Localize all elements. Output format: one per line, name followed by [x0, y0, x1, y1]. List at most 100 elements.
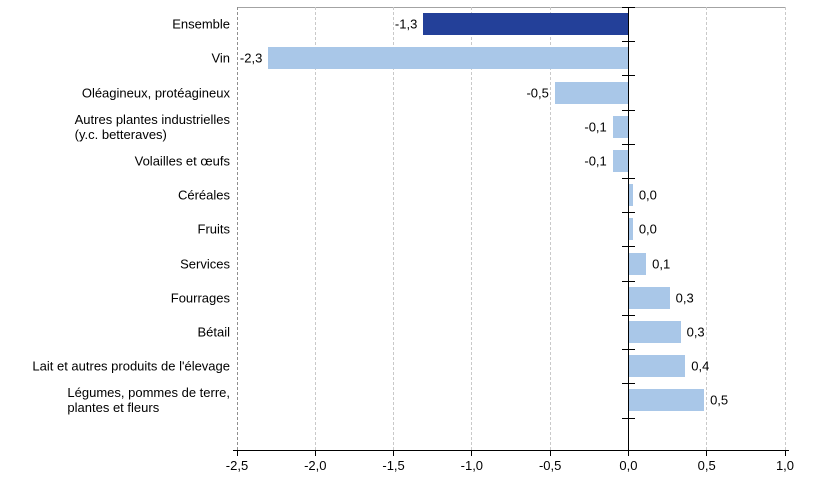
x-axis-tick	[627, 450, 629, 456]
bar	[628, 252, 647, 275]
category-label-line: Fruits	[197, 221, 231, 237]
category-axis-tick	[621, 280, 635, 282]
bar-value-label: -2,3	[239, 50, 263, 66]
bar	[628, 218, 633, 241]
gridline	[314, 7, 316, 450]
category-label-line: Oléagineux, protéagineux	[81, 85, 230, 101]
x-axis-tick-label: -2,0	[304, 458, 327, 473]
x-axis-tick-label: -1,5	[382, 458, 405, 473]
bar-value-label: 0,0	[638, 187, 657, 203]
category-label: Fourrages	[171, 290, 230, 305]
category-label-line: Services	[180, 256, 230, 272]
bar-value-label: 0,5	[710, 392, 729, 408]
x-axis-tick-label: -2,5	[225, 458, 249, 473]
x-axis-tick-label: 0,5	[697, 458, 716, 473]
x-axis-tick	[784, 450, 786, 456]
category-label-line: Autres plantes industrielles	[74, 111, 230, 127]
category-label-text: Autres plantes industrielles (y.c. better…	[75, 112, 230, 142]
category-axis-tick	[621, 109, 635, 111]
category-axis-tick	[621, 383, 635, 385]
gridline	[784, 7, 786, 450]
category-label-line: Légumes, pommes de terre,	[67, 385, 230, 401]
gridline	[549, 7, 551, 450]
category-label-line: Fourrages	[170, 290, 230, 306]
category-label-text: Bétail	[197, 324, 230, 339]
bar-value-label: -1,3	[394, 16, 418, 32]
bar-value-label: -0,1	[584, 153, 607, 169]
category-label: Ensemble	[172, 17, 230, 32]
category-label: Vin	[211, 51, 230, 66]
category-label-line: (y.c. betteraves)	[74, 126, 167, 142]
x-axis-tick-label: -0,5	[538, 458, 562, 473]
category-label-text: Fourrages	[171, 290, 230, 305]
x-axis-tick	[236, 450, 238, 456]
category-axis-tick	[621, 7, 635, 8]
category-label: Lait et autres produits de l'élevage	[32, 359, 230, 374]
gridline	[471, 7, 473, 450]
zero-axis-line	[627, 7, 629, 450]
category-axis-tick	[621, 349, 635, 351]
category-axis-tick	[621, 75, 635, 77]
x-axis-tick-label: 0,0	[619, 458, 638, 473]
bar	[628, 286, 670, 309]
category-label: Fruits	[198, 222, 231, 237]
bar	[628, 355, 686, 378]
x-axis-tick-label: 1,0	[775, 458, 795, 473]
category-axis-tick	[621, 246, 635, 248]
category-label: Services	[180, 256, 230, 271]
category-label-line: Céréales	[177, 187, 230, 203]
category-label-line: Volailles et œufs	[134, 153, 230, 169]
category-axis-tick	[621, 178, 635, 180]
category-label: Légumes, pommes de terre, plantes et fleu…	[67, 385, 230, 415]
bar-value-label: 0,4	[691, 358, 710, 374]
bar-value-label: 0,0	[638, 221, 657, 237]
category-label: Volailles et œufs	[135, 153, 230, 168]
category-label-text: Oléagineux, protéagineux	[82, 85, 230, 100]
bar-value-label: 0,1	[652, 256, 671, 272]
category-axis-tick	[621, 212, 635, 214]
category-label-line: Ensemble	[172, 16, 230, 32]
x-axis-tick	[471, 450, 473, 456]
category-axis-tick	[621, 314, 635, 316]
category-label-line: Vin	[211, 50, 230, 66]
category-label-line: plantes et fleurs	[67, 400, 160, 416]
bar	[628, 184, 633, 207]
bar	[554, 81, 629, 104]
x-axis-tick	[549, 450, 551, 456]
x-axis-tick	[706, 450, 708, 456]
bar-value-label: -0,1	[584, 119, 607, 135]
category-label-text: Légumes, pommes de terre, plantes et fleu…	[67, 385, 230, 415]
gridline	[236, 7, 238, 450]
category-axis-tick	[621, 41, 635, 43]
category-label-text: Céréales	[178, 188, 230, 203]
bar	[628, 320, 681, 343]
bar	[612, 115, 629, 138]
bar	[628, 389, 705, 412]
x-axis-tick-label: -1,0	[460, 458, 484, 473]
category-label: Oléagineux, protéagineux	[82, 85, 230, 100]
category-label-text: Lait et autres produits de l'élevage	[32, 359, 230, 374]
bar	[423, 13, 629, 36]
category-axis-tick	[621, 417, 635, 419]
category-label-line: Bétail	[197, 324, 230, 340]
plot-top-border	[237, 7, 785, 8]
category-label-text: Services	[180, 256, 230, 271]
bar-value-label: -0,5	[526, 85, 549, 101]
category-label-line: Lait et autres produits de l'élevage	[32, 358, 230, 374]
x-axis-tick	[314, 450, 316, 456]
category-label-text: Ensemble	[172, 17, 230, 32]
gridline	[706, 7, 708, 450]
category-axis-tick	[621, 143, 635, 145]
x-axis-tick	[393, 450, 395, 456]
category-label: Bétail	[197, 324, 230, 339]
bar	[268, 47, 629, 70]
category-label-text: Fruits	[198, 222, 231, 237]
category-label: Autres plantes industrielles (y.c. better…	[75, 112, 230, 142]
category-label-text: Volailles et œufs	[135, 153, 230, 168]
bar-value-label: 0,3	[675, 290, 694, 306]
bar	[612, 149, 629, 172]
gridline	[393, 7, 395, 450]
category-label-text: Vin	[211, 51, 230, 66]
